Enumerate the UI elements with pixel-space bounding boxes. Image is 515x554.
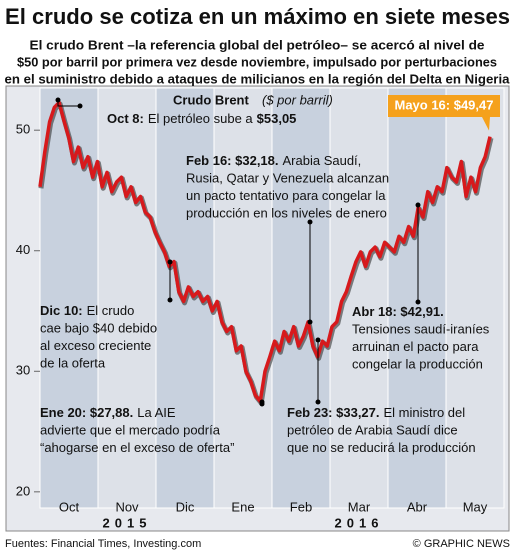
annotation-tail: $53,05	[257, 111, 297, 126]
annotation-head: Dic 10:	[40, 303, 83, 318]
annotation-text: arruinan el pacto para	[352, 339, 479, 354]
annotation: Dic 10: El crudo cae bajo $40 debido al exc…	[40, 303, 157, 371]
annotation-text: un pacto tentativo para congelar la	[186, 188, 386, 203]
year-label: 2015	[103, 515, 152, 530]
annotation-text: de la oferta	[40, 356, 106, 371]
subtitle: en el suministro debido a ataques de mil…	[5, 71, 511, 86]
annotation-head: Ene 20: $27,88.	[40, 405, 133, 420]
month-band	[213, 87, 273, 509]
annotation: Feb 23: $33,27. El ministro del petróleo d…	[287, 405, 476, 455]
annotation-text: al exceso creciente	[40, 338, 151, 353]
x-tick-label: Ene	[231, 499, 254, 514]
annotation-text: El crudo	[87, 303, 135, 318]
month-band	[329, 87, 389, 509]
x-tick-label: Abr	[407, 499, 428, 514]
annotation: Oct 8: El petróleo sube a $53,05	[107, 111, 296, 126]
x-tick-label: Nov	[115, 499, 139, 514]
leader-dot	[307, 319, 313, 325]
annotation-head: Abr 18: $42,91.	[352, 304, 444, 319]
leader-dot	[315, 399, 321, 405]
annotation-text: que no se reducirá la producción	[287, 440, 476, 455]
annotation-text: petróleo de Arabia Saudí dice	[287, 423, 458, 438]
annotation-text: congelar la producción	[352, 357, 483, 372]
annotation: Abr 18: $42,91. Tensiones saudí-iraníes ar…	[352, 304, 490, 372]
callout-box	[388, 95, 500, 131]
month-band	[387, 87, 447, 509]
leader-dot	[167, 259, 173, 265]
leader-dot	[415, 299, 421, 305]
annotation-text: cae bajo $40 debido	[40, 321, 157, 336]
month-band	[271, 87, 331, 509]
annotation: Feb 16: $32,18. Arabia Saudí, Rusia, Qatar…	[186, 153, 389, 221]
subtitle: El crudo Brent –la referencia global del…	[30, 37, 485, 52]
annotation-head: Feb 23: $33,27.	[287, 405, 380, 420]
year-label: 2016	[335, 515, 384, 530]
series-label: Crudo Brent	[173, 92, 250, 107]
x-tick-label: May	[463, 499, 488, 514]
annotation: Ene 20: $27,88. La AIE advierte que el mer…	[40, 405, 234, 455]
annotation-text: advierte que el mercado podría	[40, 423, 221, 438]
subtitle: $50 por barril por primera vez desde nov…	[17, 54, 497, 69]
credit: © GRAPHIC NEWS	[413, 538, 510, 550]
source: Fuentes: Financial Times, Investing.com	[5, 538, 201, 550]
series-unit: ($ por barril)	[262, 92, 333, 107]
leader-dot	[307, 219, 313, 225]
chart-title: El crudo se cotiza en un máximo en siete…	[5, 4, 510, 29]
month-band	[445, 87, 505, 509]
leader-dot	[55, 97, 61, 103]
annotation-text: Rusia, Qatar y Venezuela alcanzan	[186, 171, 389, 186]
annotation-text: “ahogarse en el exceso de oferta”	[40, 440, 234, 455]
x-tick-label: Mar	[348, 499, 371, 514]
annotation-head: Feb 16: $32,18.	[186, 153, 279, 168]
leader-dot	[259, 399, 265, 405]
month-band	[97, 87, 157, 509]
annotation-text: producción en los niveles de enero	[186, 206, 387, 221]
y-tick-label: 30	[16, 363, 30, 378]
callout-label: Mayo 16: $49,47	[394, 97, 493, 112]
y-tick-label: 20	[16, 483, 30, 498]
y-tick-label: 50	[16, 122, 30, 137]
y-tick-label: 40	[16, 242, 30, 257]
leader-dot	[167, 297, 173, 303]
x-tick-label: Feb	[290, 499, 312, 514]
annotation-text: Tensiones saudí-iraníes	[352, 322, 490, 337]
annotation-text: El ministro del	[384, 405, 466, 420]
x-tick-label: Dic	[176, 499, 195, 514]
annotation-head: Oct 8:	[107, 111, 144, 126]
price-line	[38, 100, 492, 404]
leader-dot	[315, 337, 321, 343]
leader-dot	[77, 103, 83, 109]
x-tick-label: Oct	[59, 499, 80, 514]
annotation-text: La AIE	[137, 405, 176, 420]
annotation-text: Arabia Saudí,	[283, 153, 362, 168]
leader-dot	[415, 202, 421, 208]
annotation-text: El petróleo sube a	[148, 111, 254, 126]
